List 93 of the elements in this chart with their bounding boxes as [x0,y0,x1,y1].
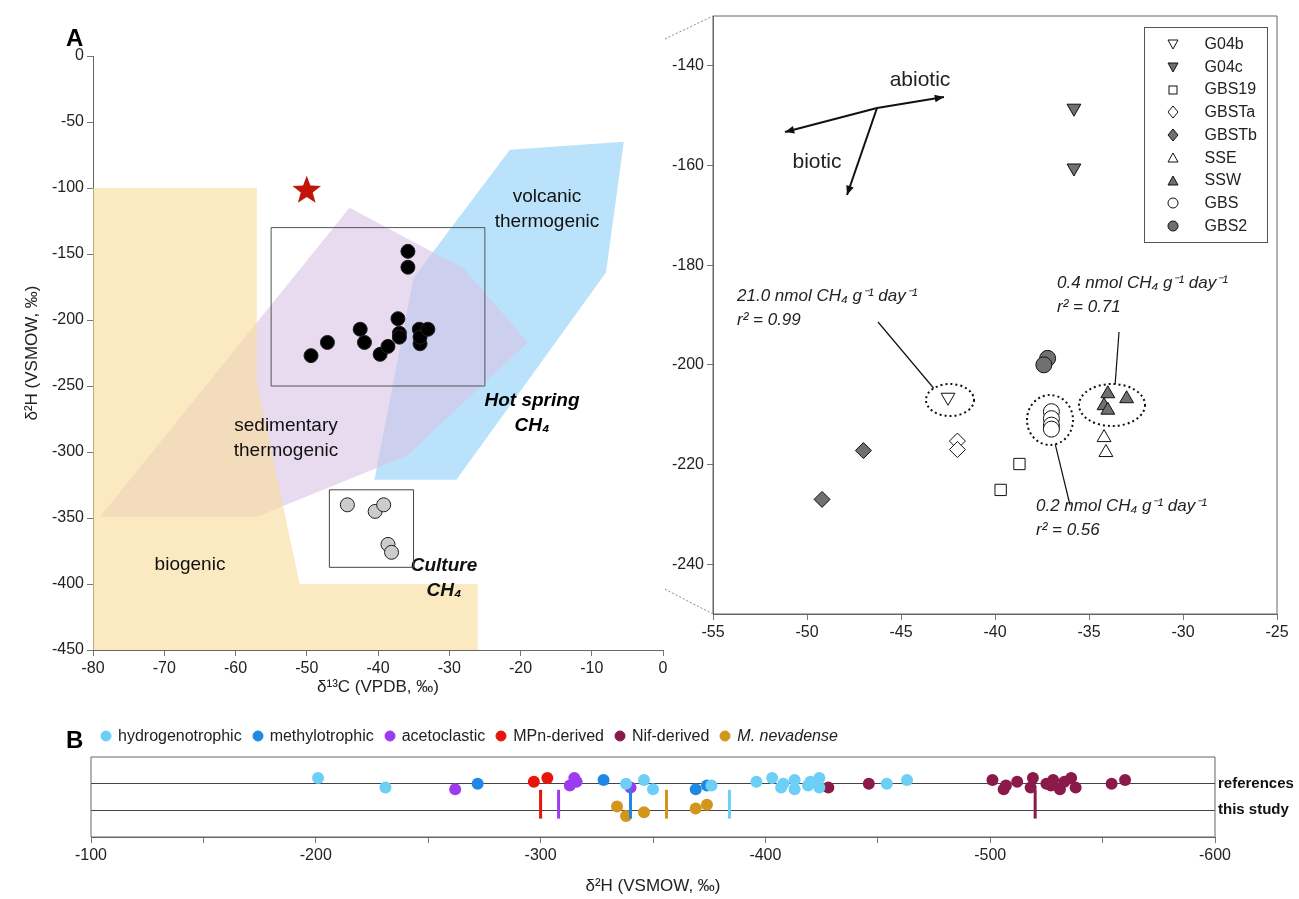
y-tick-label: this study [1218,800,1290,818]
point [384,544,400,560]
point [339,497,355,513]
y-tick-label: -100 [51,178,85,196]
y-tick-label: references [1218,773,1294,791]
x-tick-label: -55 [701,623,725,641]
x-tick-label: -300 [524,846,557,864]
point [1098,444,1114,458]
legend-label: GBS [1204,192,1239,213]
x-tick-label: -70 [152,659,176,677]
y-tick-label: -220 [671,454,705,472]
annotation: 0.2 nmol CH₄ g⁻¹ day⁻¹ r² = 0.56 [1036,495,1208,539]
legend-label: hydrogenotrophic [118,727,242,745]
x-tick-label: -200 [299,846,332,864]
point [303,348,319,364]
y-tick-label: -200 [51,310,85,328]
x-axis-title: δ¹³C (VPDB, ‰) [317,677,439,697]
annotation: 0.4 nmol CH₄ g⁻¹ day⁻¹ r² = 0.71 [1057,272,1229,316]
point [994,483,1007,497]
x-tick-label: -60 [223,659,248,677]
legend-label: Nif-derived [631,727,710,745]
x-tick-label: 0 [658,659,668,677]
x-tick-label: -30 [1171,623,1195,641]
legend-label: GBS19 [1204,79,1257,100]
y-tick-label: -200 [671,355,705,373]
legend-label: acetoclastic [401,727,486,745]
text: Hot spring CH₄ [484,388,580,435]
x-tick-label: -20 [508,659,533,677]
y-tick-label: -160 [671,155,705,173]
series-label: sedimentary thermogenic [233,413,339,460]
point [376,497,392,513]
legend-label: G04b [1204,34,1244,54]
point [356,334,372,350]
point [1066,103,1082,117]
annotation: abiotic [889,66,951,90]
x-tick-label: -400 [749,846,782,864]
point [1119,390,1135,404]
legend-label: SSE [1204,147,1237,168]
y-tick-label: -50 [60,112,85,130]
series-label: volcanic thermogenic [494,184,600,231]
legend-label: GBSTb [1204,124,1257,145]
point [400,243,416,259]
point [400,259,416,275]
point [854,442,872,460]
point [1035,356,1053,374]
legend-label: SSW [1204,170,1241,191]
point [420,321,436,337]
point [292,175,322,203]
series-label: biogenic [154,553,226,575]
point [391,329,407,345]
y-tick-label: -250 [51,376,85,394]
legend-label: GBSTa [1204,102,1256,123]
x-tick-label: -45 [889,623,913,641]
legend-label: methylotrophic [269,727,374,745]
x-tick-label: -600 [1198,846,1232,864]
x-tick-label: -40 [983,623,1007,641]
y-tick-label: -450 [51,640,85,658]
point [390,311,406,327]
point [813,490,831,508]
point [1100,385,1116,399]
y-axis-title: δ²H (VSMOW, ‰) [21,285,41,421]
point [319,334,335,350]
legend-label: MPn-derived [513,727,604,745]
legend-label: GBS2 [1204,215,1248,236]
y-tick-label: -180 [671,255,705,273]
series-label: Culture CH₄ [410,553,478,600]
chart-title: B [66,726,84,754]
x-axis-title: δ²H (VSMOW, ‰) [585,876,721,896]
point [1066,163,1082,177]
point [948,441,966,459]
y-tick-label: -140 [671,56,705,74]
x-tick-label: -30 [437,659,461,677]
x-tick-label: -50 [295,659,319,677]
x-tick-label: -500 [974,846,1007,864]
y-tick-label: -350 [51,508,85,526]
y-tick-label: -300 [51,442,85,460]
annotation: 21.0 nmol CH₄ g⁻¹ day⁻¹ r² = 0.99 [736,285,918,329]
x-tick-label: -35 [1077,623,1101,641]
point [1096,429,1112,443]
point [1013,457,1026,471]
x-tick-label: -10 [580,659,604,677]
point [352,321,368,337]
x-tick-label: -40 [366,659,390,677]
legend-label: G04c [1204,56,1243,77]
y-tick-label: -150 [51,244,85,262]
point [380,338,396,354]
x-tick-label: -50 [795,623,819,641]
x-tick-label: -25 [1265,623,1289,641]
y-tick-label: -240 [671,554,705,572]
legend-label: M. nevadense [737,727,838,745]
x-tick-label: -100 [74,846,108,864]
x-tick-label: -80 [81,659,105,677]
y-tick-label: -400 [51,574,85,592]
